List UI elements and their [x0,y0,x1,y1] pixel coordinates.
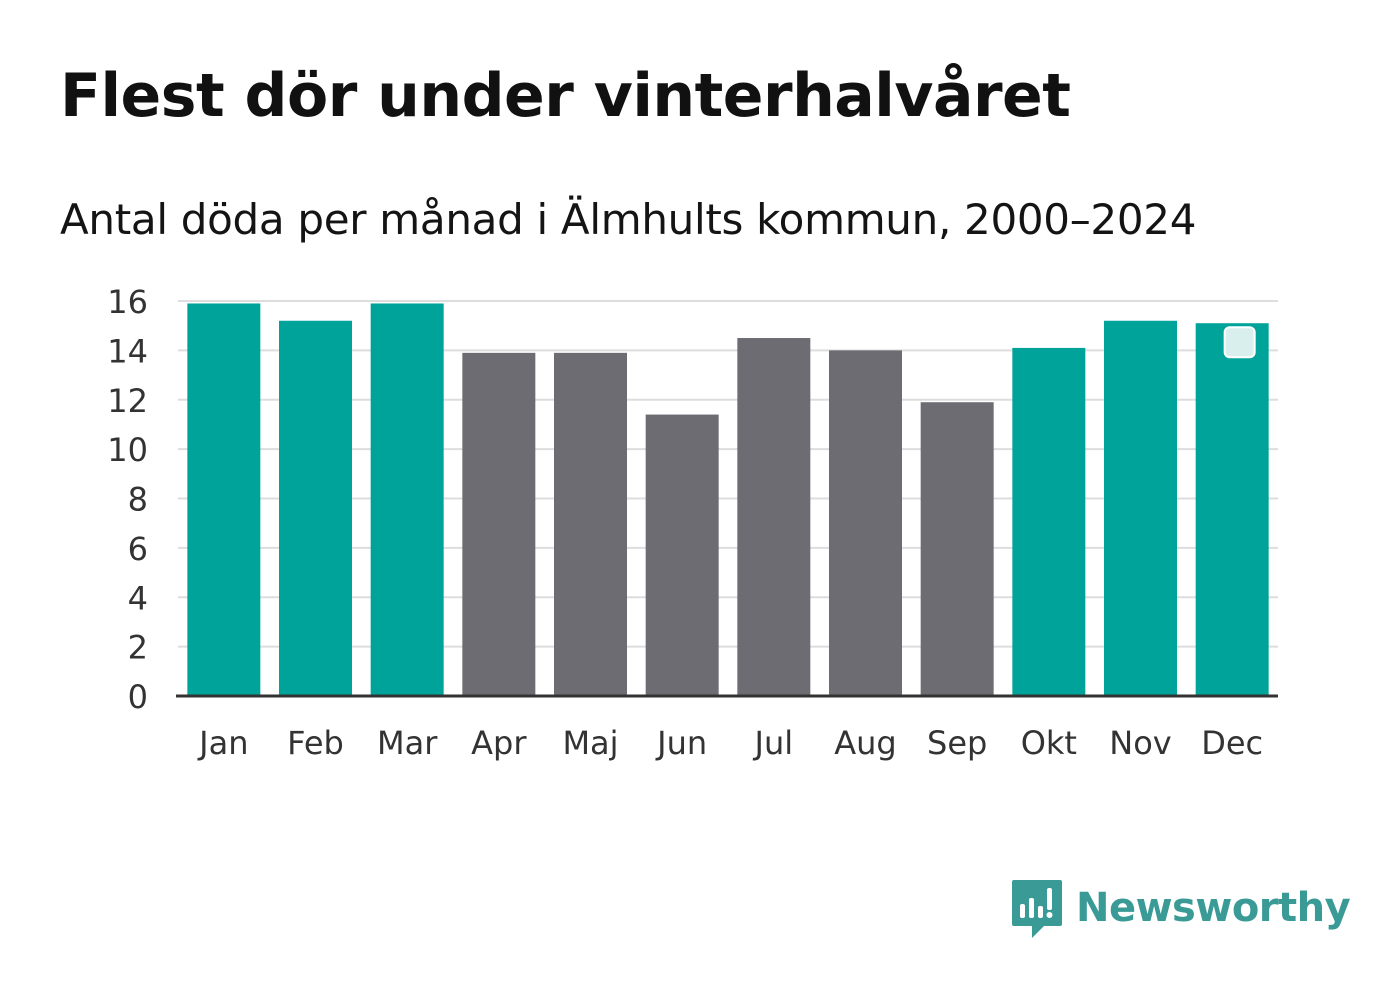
bar-sep[interactable] [920,402,994,696]
axes: 0 2 4 6 8 10 12 14 16 Jan Feb Mar Apr Maj Jun Jul Aug Sep… [107,283,1278,762]
y-tick-label: 0 [128,678,148,716]
x-tick-label: Jun [655,724,707,762]
y-tick-label: 10 [107,431,148,469]
x-tick-label: Nov [1109,724,1171,762]
y-tick-label: 8 [128,481,148,519]
bar-apr[interactable] [462,352,536,696]
bar-feb[interactable] [279,320,352,696]
bar-mar[interactable] [370,303,444,696]
bar-jun[interactable] [645,414,719,696]
newsworthy-logo-icon [1012,880,1062,938]
x-tick-label: Apr [471,724,527,762]
chart-subtitle: Antal döda per månad i Älmhults kommun, … [60,195,1197,244]
bar-chart: 0 2 4 6 8 10 12 14 16 Jan Feb Mar Apr Maj Jun Jul Aug Sep… [107,283,1278,762]
x-tick-label: Maj [562,724,618,762]
y-tick-label: 4 [128,579,148,617]
bar-jan[interactable] [187,303,261,696]
y-tick-label: 14 [107,332,148,370]
x-tick-label: Dec [1201,724,1263,762]
x-tick-label: Jul [753,724,794,762]
y-tick-label: 6 [128,530,148,568]
y-tick-label: 16 [107,283,148,321]
newsworthy-logo: Newsworthy [1010,878,1351,938]
chart-title: Flest dör under vinterhalvåret [60,61,1071,131]
bar-okt[interactable] [1012,347,1086,696]
x-tick-label: Sep [927,724,987,762]
bar-maj[interactable] [554,352,627,696]
x-tick-label: Mar [377,724,438,762]
x-tick-label: Okt [1021,724,1077,762]
x-tick-label: Jan [197,724,248,762]
bar-aug[interactable] [829,350,902,696]
x-tick-label: Aug [834,724,896,762]
bar-nov[interactable] [1104,320,1177,696]
y-tick-label: 12 [107,382,148,420]
bar-jul[interactable] [737,338,811,696]
x-tick-label: Feb [287,724,344,762]
bars [187,303,1269,696]
y-tick-label: 2 [128,629,148,667]
chart-menu-button[interactable] [1223,326,1256,359]
brand-name: Newsworthy [1076,885,1351,931]
bar-dec[interactable] [1195,323,1269,696]
gridlines [178,300,1278,648]
